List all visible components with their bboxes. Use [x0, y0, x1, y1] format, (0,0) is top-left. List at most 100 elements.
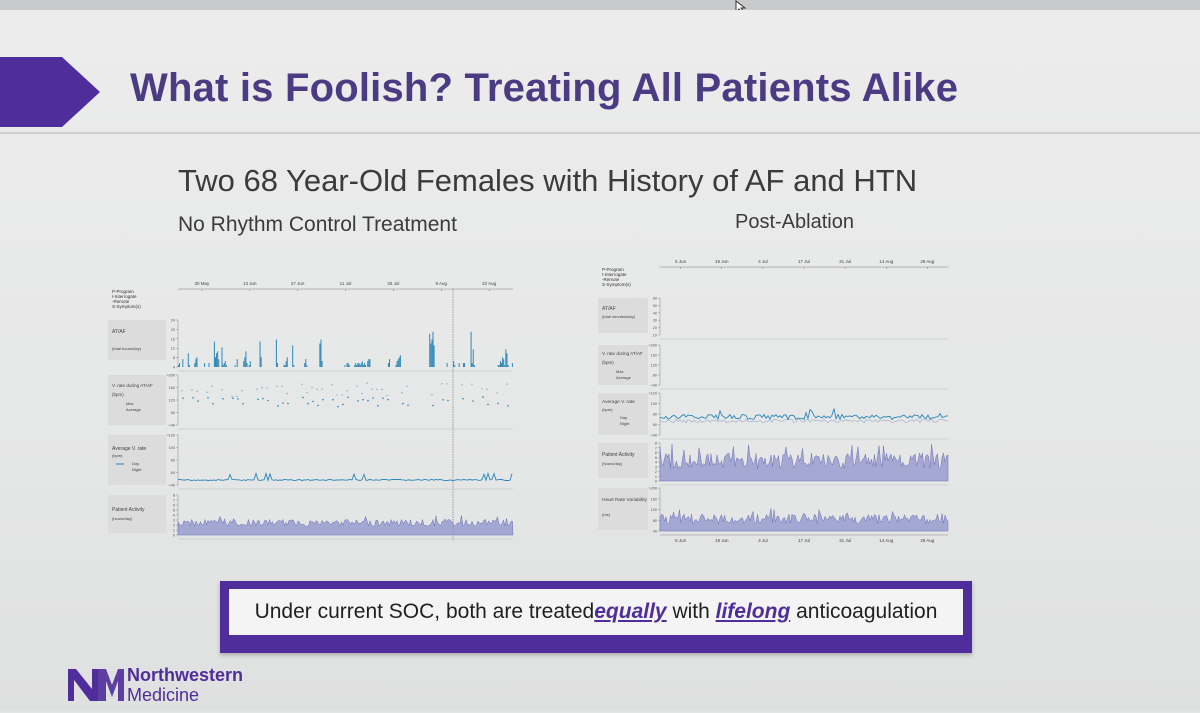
x-tick-label: 31 Jul	[839, 259, 851, 264]
left-device-chart: P-Program I-Interrogate -Remote S-Sympto…	[108, 281, 514, 540]
atfa-bar	[214, 357, 216, 367]
y-tick-label: 100	[169, 446, 175, 450]
panel-vrate-unit: (bpm)	[602, 360, 614, 365]
vrate-max-dot	[481, 388, 483, 390]
y-tick-label: 120	[651, 508, 657, 512]
y-tick-label: 20	[653, 326, 657, 330]
y-tick-label: 2	[173, 524, 175, 528]
conclusion-banner: Under current SOC, both are treated equa…	[220, 581, 972, 653]
vrate-avg-dot	[497, 402, 499, 405]
panel-label-bg	[108, 495, 166, 533]
vrate-max-dot	[471, 383, 473, 385]
x-tick-label: 30 May	[195, 281, 211, 286]
vrate-max-dot	[401, 392, 403, 394]
atfa-bar	[473, 365, 475, 367]
atfa-bar	[429, 333, 431, 367]
x-tick-label: 13 Jun	[243, 281, 257, 286]
vrate-avg-dot	[377, 404, 379, 407]
x-axis-top: 6 Jun 19 Jun 3 Jul 17 Jul 31 Jul 14 Aug 28 Aug	[659, 259, 949, 269]
y-tick-label: 60	[653, 297, 657, 301]
vrate-avg-dot	[382, 397, 384, 400]
x-tick-label: 11 Jul	[340, 281, 352, 286]
y-tick-label: 160	[169, 386, 175, 390]
legend-remote: -Remote	[602, 277, 620, 282]
y-tick-label: 120	[169, 399, 175, 403]
atfa-bar	[397, 359, 399, 367]
y-tick-label: 20	[171, 328, 175, 332]
atfa-bar	[367, 361, 369, 367]
vrate-max-dot	[366, 382, 368, 384]
panel-label-bg	[108, 320, 166, 360]
y-tick-label: 7	[173, 499, 175, 503]
y-tick-label: 80	[171, 459, 175, 463]
y-tick-label: 1	[173, 529, 175, 533]
atfa-bar	[432, 331, 434, 367]
panel-vrate-legend-avg: Average	[126, 407, 142, 412]
y-tick-label: 160	[651, 354, 657, 358]
y-tick-label: 10	[653, 334, 657, 338]
y-tick-label: 100	[651, 402, 657, 406]
atfa-bar	[454, 365, 456, 367]
atfa-bar	[362, 365, 364, 367]
vrate-avg-dot	[337, 405, 339, 408]
right-chart-label: Post-Ablation	[735, 211, 854, 233]
atfa-bar	[305, 359, 307, 367]
chart-legend: P-Program I-Interrogate -Remote S-Sympto…	[112, 289, 141, 309]
panel-vrate-name: V. rate during AT/AF	[112, 383, 153, 388]
y-tick-label: 4	[173, 366, 175, 370]
atfa-bar	[195, 359, 197, 367]
y-tick-label: 50	[653, 304, 657, 308]
logo-subtitle: Medicine	[127, 685, 200, 705]
vrate-avg-dot	[487, 403, 489, 406]
slide-subtitle: Two 68 Year-Old Females with History of …	[178, 163, 918, 198]
vrate-avg-dot	[432, 404, 434, 407]
panel-avgv-name: Average V. rate	[602, 399, 635, 405]
vrate-max-dot	[241, 390, 243, 392]
atfa-bar	[306, 365, 308, 367]
atfa-bar	[505, 349, 507, 367]
panel-avgv-legend-night: Night	[620, 421, 630, 426]
atfa-bar	[246, 363, 248, 367]
panel-avgv-unit: (bpm)	[602, 407, 613, 412]
y-tick-label: 0	[655, 480, 657, 484]
y-tick-label: 5	[655, 456, 657, 460]
vrate-avg-dot	[242, 402, 244, 405]
vrate-max-dot	[191, 389, 193, 391]
vrate-max-dot	[446, 383, 448, 385]
atfa-bar	[260, 357, 262, 367]
vrate-avg-dot	[182, 397, 184, 399]
atfa-bar	[292, 345, 294, 367]
panel-hrv-unit: (ms)	[602, 512, 611, 517]
atfa-bar	[346, 363, 348, 367]
legend-remote: -Remote	[112, 299, 130, 304]
x-axis-top: 30 May 13 Jun 27 Jun 11 Jul 25 Jul 8 Aug 22 Au…	[177, 281, 513, 291]
panel-atfa-unit: (total hours/day)	[112, 346, 142, 351]
plot-area: 2420161284>20016012080<40>1201008060<408…	[166, 289, 514, 540]
y-tick-label: 30	[653, 319, 657, 323]
y-tick-label: 80	[171, 411, 175, 415]
atfa-bar	[304, 363, 306, 367]
atfa-bar	[498, 365, 500, 367]
avg-v-rate-night-line	[659, 418, 949, 424]
avg-v-rate-day-line	[659, 408, 949, 421]
atfa-bar	[501, 363, 503, 367]
vrate-avg-dot	[447, 399, 449, 402]
atfa-bar	[470, 331, 472, 367]
vrate-max-dot	[486, 388, 488, 391]
banner-text-2: with	[666, 600, 716, 623]
y-tick-label: 6	[655, 451, 657, 455]
y-tick-label: >200	[648, 344, 657, 348]
panel-avgv-legend-day: Day	[620, 415, 627, 420]
vrate-avg-dot	[322, 398, 324, 401]
y-tick-label: 40	[653, 311, 657, 315]
x-tick-label: 28 Aug	[920, 259, 935, 264]
vrate-avg-dot	[277, 405, 279, 407]
atfa-bar	[320, 339, 322, 367]
atfa-bar	[369, 359, 371, 367]
vrate-avg-dot	[332, 398, 334, 401]
y-tick-label: 5	[173, 509, 175, 513]
panel-label-bg	[108, 435, 166, 485]
x-tick-label-bottom: 3 Jul	[758, 538, 768, 543]
x-tick-label-bottom: 6 Jun	[675, 538, 687, 543]
x-tick-label: 8 Aug	[435, 281, 447, 286]
